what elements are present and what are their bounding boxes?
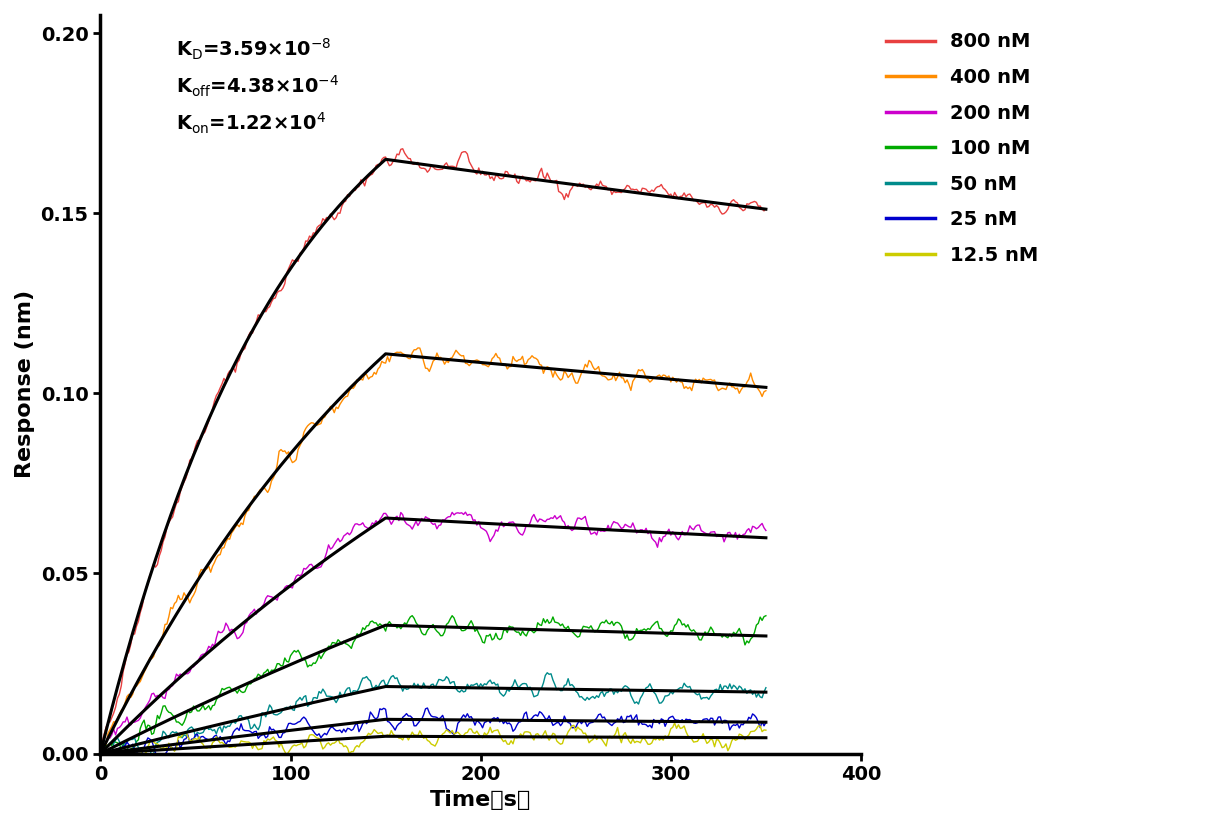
800 nM [396, 144, 411, 153]
12.5 nM [93, 744, 108, 754]
25 nM [362, 716, 376, 726]
25 nM [692, 716, 706, 726]
100 nM [411, 620, 425, 630]
50 nM [93, 747, 108, 757]
50 nM [540, 667, 555, 677]
800 nM [690, 197, 705, 207]
400 nM [656, 370, 671, 380]
200 nM [657, 531, 672, 541]
25 nM [420, 703, 435, 713]
800 nM [656, 183, 671, 193]
50 nM [407, 678, 422, 688]
400 nM [404, 348, 419, 358]
50 nM [657, 691, 672, 701]
X-axis label: Time（s）: Time（s） [430, 790, 532, 810]
12.5 nM [656, 735, 671, 745]
50 nM [408, 682, 423, 692]
100 nM [362, 620, 376, 630]
800 nM [359, 174, 374, 184]
Line: 50 nM: 50 nM [100, 672, 766, 762]
200 nM [458, 507, 473, 517]
12.5 nM [362, 728, 376, 738]
400 nM [359, 370, 374, 380]
100 nM [692, 634, 706, 644]
Line: 25 nM: 25 nM [100, 708, 766, 757]
25 nM [657, 721, 672, 731]
200 nM [93, 742, 108, 752]
12.5 nM [117, 755, 132, 765]
25 nM [408, 721, 423, 731]
200 nM [408, 516, 423, 526]
12.5 nM [434, 732, 448, 742]
100 nM [93, 738, 108, 748]
Line: 400 nM: 400 nM [100, 348, 766, 767]
Legend: 800 nM, 400 nM, 200 nM, 100 nM, 50 nM, 25 nM, 12.5 nM: 800 nM, 400 nM, 200 nM, 100 nM, 50 nM, 2… [879, 25, 1046, 272]
200 nM [407, 521, 422, 530]
50 nM [434, 675, 448, 685]
Line: 100 nM: 100 nM [100, 615, 766, 751]
100 nM [404, 610, 419, 620]
800 nM [759, 204, 774, 214]
25 nM [93, 752, 108, 761]
12.5 nM [759, 725, 774, 735]
25 nM [759, 718, 774, 728]
50 nM [759, 683, 774, 693]
100 nM [657, 630, 672, 640]
25 nM [154, 752, 169, 762]
800 nM [434, 164, 448, 174]
800 nM [408, 158, 423, 167]
50 nM [99, 757, 114, 767]
100 nM [408, 618, 423, 628]
200 nM [362, 524, 376, 534]
200 nM [692, 520, 706, 530]
400 nM [434, 352, 448, 362]
100 nM [435, 630, 450, 640]
200 nM [95, 747, 110, 757]
12.5 nM [408, 730, 423, 740]
100 nM [121, 746, 136, 756]
Y-axis label: Response (nm): Response (nm) [15, 290, 35, 478]
25 nM [435, 710, 450, 720]
800 nM [407, 159, 422, 169]
Line: 200 nM: 200 nM [100, 512, 766, 752]
Line: 800 nM: 800 nM [100, 148, 766, 747]
400 nM [690, 376, 705, 386]
25 nM [407, 721, 422, 731]
400 nM [411, 343, 425, 353]
200 nM [434, 520, 448, 530]
800 nM [93, 742, 108, 752]
Line: 12.5 nM: 12.5 nM [100, 723, 766, 760]
Text: K$_\mathrm{D}$=3.59×10$^{-8}$
K$_\mathrm{off}$=4.38×10$^{-4}$
K$_\mathrm{on}$=1.: K$_\mathrm{D}$=3.59×10$^{-8}$ K$_\mathrm… [176, 37, 340, 136]
100 nM [759, 610, 774, 620]
400 nM [407, 345, 422, 355]
12.5 nM [692, 733, 706, 743]
400 nM [759, 386, 774, 396]
400 nM [93, 762, 108, 772]
12.5 nM [667, 718, 682, 728]
12.5 nM [407, 730, 422, 740]
50 nM [362, 675, 376, 685]
50 nM [692, 689, 706, 699]
200 nM [759, 526, 774, 535]
